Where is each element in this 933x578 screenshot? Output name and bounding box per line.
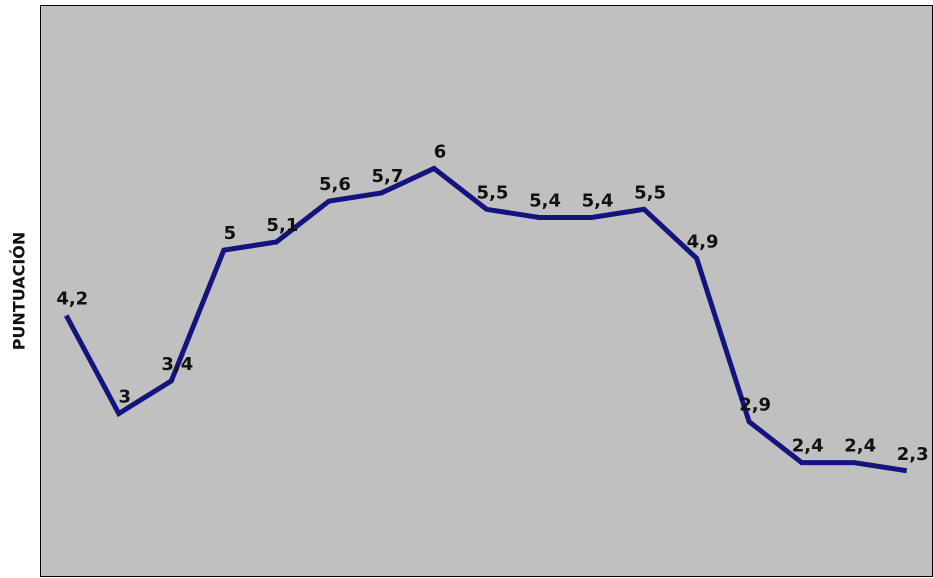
data-label: 2,4 xyxy=(792,436,824,457)
data-label: 5,1 xyxy=(266,215,298,236)
data-label: 5,4 xyxy=(582,190,614,211)
data-label: 3 xyxy=(119,387,132,408)
data-label: 5,4 xyxy=(529,190,561,211)
y-axis-label: PUNTUACIÓN xyxy=(10,232,29,351)
data-label: 2,4 xyxy=(844,436,876,457)
data-label: 4,9 xyxy=(687,231,719,252)
data-label: 2,9 xyxy=(739,395,771,416)
plot-area xyxy=(40,5,933,577)
data-label: 5 xyxy=(224,223,237,244)
data-label: 3,4 xyxy=(161,354,193,375)
data-label: 5,6 xyxy=(319,174,351,195)
line xyxy=(64,165,908,474)
data-label: 2,3 xyxy=(897,444,929,465)
data-label: 5,7 xyxy=(371,166,403,187)
data-label: 5,5 xyxy=(634,182,666,203)
data-label: 4,2 xyxy=(56,289,88,310)
data-label: 6 xyxy=(434,141,447,162)
data-label: 5,5 xyxy=(477,182,509,203)
